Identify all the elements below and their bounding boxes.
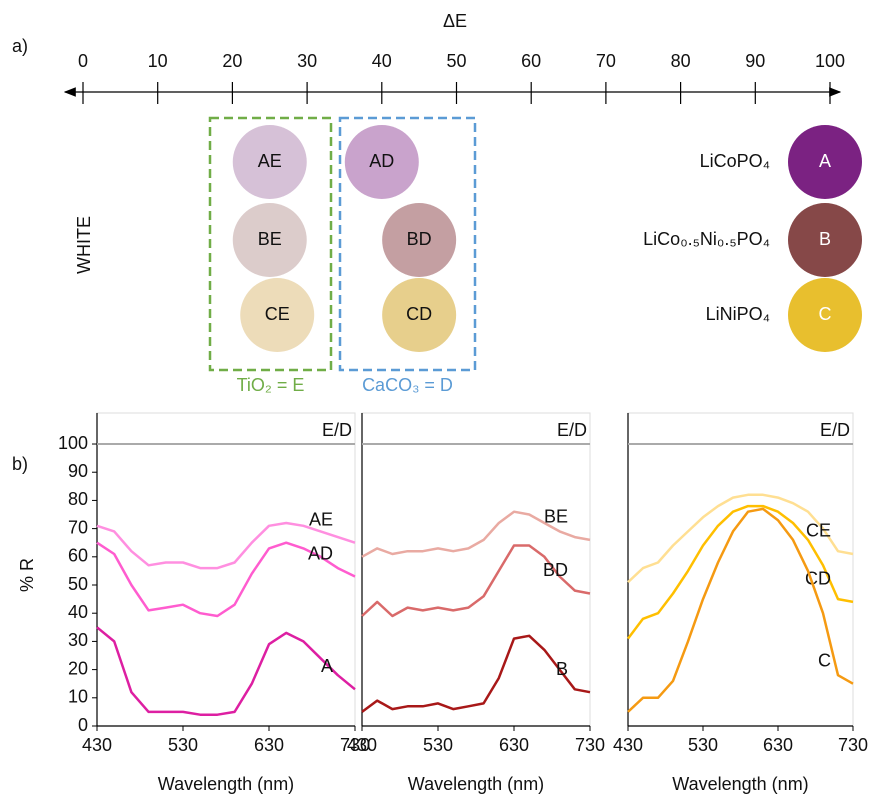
x-tick-label: 630 (499, 735, 529, 755)
tick-label: 20 (222, 51, 242, 71)
series-line (96, 626, 356, 716)
tick-label: 80 (671, 51, 691, 71)
axis-title: ΔE (443, 11, 467, 31)
x-tick-label: 430 (613, 735, 643, 755)
series-label: AE (309, 509, 333, 529)
panel-label: b) (12, 454, 28, 474)
y-tick-label: 40 (68, 602, 88, 622)
series-label: B (556, 659, 568, 679)
series-line (361, 634, 591, 713)
group-label: CaCO₃ = D (362, 375, 453, 395)
panel-label: a) (12, 36, 28, 56)
x-tick-label: 630 (254, 735, 284, 755)
x-tick-label: 530 (168, 735, 198, 755)
x-tick-label: 530 (423, 735, 453, 755)
x-tick-label: 630 (763, 735, 793, 755)
series-label: BE (544, 507, 568, 527)
series-line (361, 510, 591, 558)
series-line (627, 493, 854, 584)
series-line (96, 521, 356, 570)
y-tick-label: 60 (68, 546, 88, 566)
tick-label: 0 (78, 51, 88, 71)
sample-label: BD (407, 229, 432, 249)
tick-label: 90 (745, 51, 765, 71)
x-tick-label: 530 (688, 735, 718, 755)
sample-label: AE (258, 151, 282, 171)
reference-circle (788, 278, 862, 352)
x-axis-title: Wavelength (nm) (672, 774, 808, 794)
sample-label: BE (258, 229, 282, 249)
x-tick-label: 430 (347, 735, 377, 755)
reference-name: A (819, 151, 831, 171)
reference-circle (788, 203, 862, 277)
series-line (627, 507, 854, 713)
y-tick-label: 90 (68, 461, 88, 481)
tick-label: 40 (372, 51, 392, 71)
group-label: TiO₂ = E (237, 375, 305, 395)
x-tick-label: 730 (575, 735, 605, 755)
sample-label: CD (406, 304, 432, 324)
group-box (338, 116, 477, 372)
reference-line-label: E/D (322, 420, 352, 440)
reference-label: LiCo₀.₅Ni₀.₅PO₄ (643, 229, 770, 249)
y-tick-label: 70 (68, 517, 88, 537)
side-label: WHITE (74, 216, 94, 274)
series-label: AD (308, 543, 333, 563)
series-label: CE (806, 521, 831, 541)
reference-name: B (819, 229, 831, 249)
x-axis-title: Wavelength (nm) (408, 774, 544, 794)
tick-label: 70 (596, 51, 616, 71)
series-label: BD (543, 560, 568, 580)
series-line (627, 504, 854, 640)
reference-line-label: E/D (820, 420, 850, 440)
y-tick-label: 100 (58, 433, 88, 453)
sample-circle (232, 203, 307, 277)
reference-name: C (819, 304, 832, 324)
reference-label: LiCoPO₄ (700, 151, 770, 171)
tick-label: 60 (521, 51, 541, 71)
reference-circle (788, 125, 862, 199)
tick-label: 100 (815, 51, 845, 71)
x-axis-title: Wavelength (nm) (158, 774, 294, 794)
x-tick-label: 430 (82, 735, 112, 755)
tick-label: 30 (297, 51, 317, 71)
y-tick-label: 10 (68, 687, 88, 707)
series-label: C (818, 650, 831, 670)
series-line (361, 544, 591, 618)
reference-line-label: E/D (557, 420, 587, 440)
sample-circle (344, 125, 419, 199)
y-tick-label: 50 (68, 574, 88, 594)
sample-circle (232, 125, 307, 199)
y-tick-label: 80 (68, 489, 88, 509)
tick-label: 10 (148, 51, 168, 71)
sample-label: AD (369, 151, 394, 171)
reference-label: LiNiPO₄ (706, 304, 770, 324)
y-tick-label: 30 (68, 630, 88, 650)
series-label: A (321, 656, 333, 676)
sample-circle (382, 203, 457, 277)
plot-frame (96, 412, 356, 727)
y-tick-label: 0 (78, 715, 88, 735)
sample-circle (240, 278, 315, 352)
y-axis-title: % R (17, 558, 37, 592)
group-box (208, 116, 333, 372)
series-line (96, 541, 356, 618)
sample-circle (382, 278, 457, 352)
x-tick-label: 730 (838, 735, 868, 755)
x-tick-label: 730 (340, 735, 370, 755)
tick-label: 50 (446, 51, 466, 71)
sample-label: CE (265, 304, 290, 324)
y-tick-label: 20 (68, 658, 88, 678)
